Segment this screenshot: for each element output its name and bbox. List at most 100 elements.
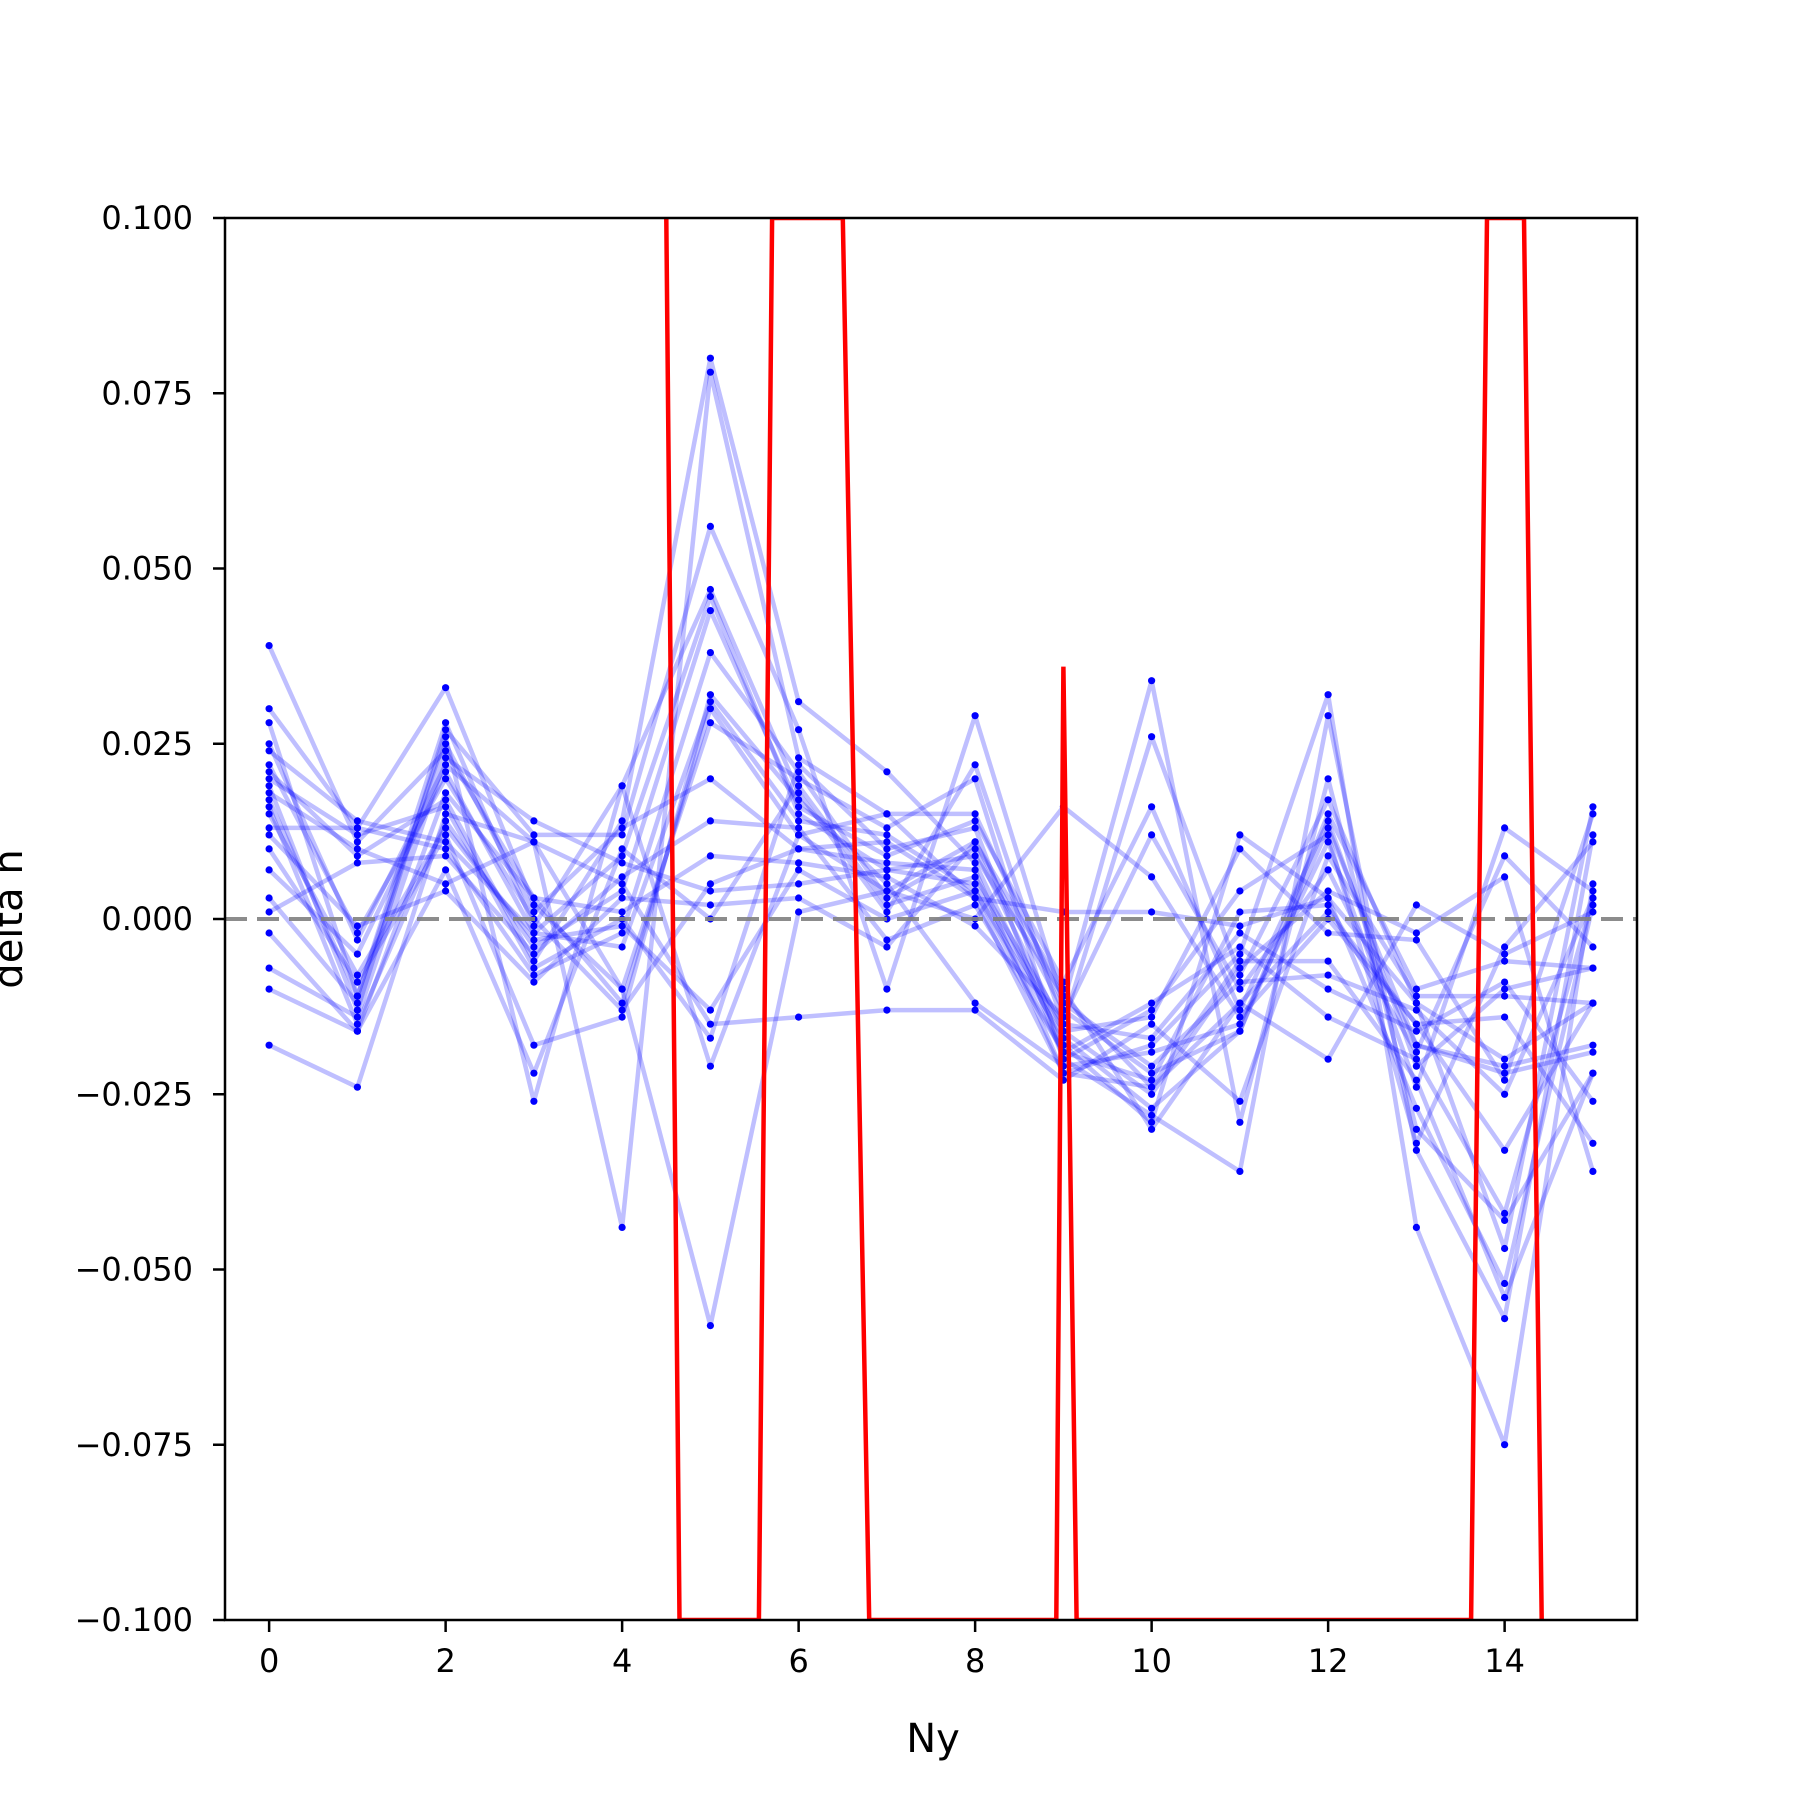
- sample-point: [442, 824, 450, 832]
- sample-point: [1148, 1125, 1156, 1133]
- sample-point: [1324, 985, 1332, 993]
- sample-point: [530, 936, 538, 944]
- sample-point: [971, 901, 979, 909]
- sample-point: [265, 894, 273, 902]
- sample-line-7: [269, 650, 1596, 1083]
- sample-point: [442, 775, 450, 783]
- sample-point: [1148, 677, 1156, 685]
- sample-point: [353, 922, 361, 930]
- sample-line-16: [267, 720, 1595, 1097]
- sample-point: [1501, 985, 1509, 993]
- sample-point: [265, 719, 273, 727]
- sample-point: [530, 894, 538, 902]
- sample-point: [1324, 901, 1332, 909]
- sample-point: [1148, 1111, 1156, 1119]
- sample-point: [1236, 845, 1244, 853]
- sample-point: [618, 985, 626, 993]
- sample-point: [1589, 887, 1597, 895]
- sample-point: [265, 908, 273, 916]
- sample-point: [1148, 1076, 1156, 1084]
- sample-point: [1412, 1020, 1420, 1028]
- sample-point: [706, 522, 715, 531]
- sample-point: [1412, 929, 1420, 937]
- sample-point: [971, 852, 979, 860]
- sample-line-13: [268, 755, 1595, 1300]
- sample-line-22: [267, 594, 1596, 1173]
- sample-points: [265, 354, 1597, 1449]
- sample-line-3: [267, 369, 1596, 1447]
- sample-point: [795, 824, 803, 832]
- sample-point: [265, 775, 273, 783]
- sample-point: [1148, 1062, 1156, 1070]
- y-tick-label: 0.075: [101, 374, 193, 412]
- sample-point: [971, 859, 979, 867]
- sample-point: [795, 810, 803, 818]
- sample-point: [1412, 1041, 1420, 1049]
- sample-point: [1589, 1139, 1597, 1147]
- sample-point: [971, 873, 979, 881]
- sample-point: [1501, 1293, 1509, 1302]
- sample-point: [530, 1069, 538, 1077]
- sample-point: [265, 705, 273, 713]
- sample-line-11: [268, 818, 1596, 1216]
- y-tick-label: −0.075: [75, 1426, 193, 1464]
- sample-point: [1236, 887, 1244, 895]
- sample-point: [971, 810, 979, 818]
- sample-point: [1589, 1097, 1597, 1105]
- sample-point: [1412, 1027, 1420, 1035]
- sample-point: [795, 782, 803, 790]
- sample-point: [706, 719, 715, 727]
- sample-point: [706, 649, 715, 657]
- sample-point: [971, 817, 979, 825]
- sample-point: [1412, 999, 1420, 1007]
- sample-point: [265, 782, 273, 790]
- sample-point: [971, 775, 979, 783]
- sample-line-4: [267, 355, 1596, 1286]
- sample-point: [265, 929, 273, 937]
- sample-point: [971, 761, 979, 769]
- sample-point: [353, 845, 361, 853]
- sample-point: [1148, 1090, 1156, 1098]
- sample-point: [442, 754, 450, 762]
- sample-point: [1501, 943, 1509, 951]
- sample-point: [883, 936, 891, 944]
- sample-point: [1236, 929, 1244, 937]
- sample-point: [795, 726, 803, 734]
- sample-point: [618, 999, 626, 1007]
- sample-point: [618, 908, 626, 916]
- sample-point: [530, 950, 538, 958]
- sample-point: [883, 838, 891, 846]
- sample-point: [353, 971, 361, 979]
- sample-point: [1236, 922, 1244, 930]
- sample-point: [1324, 929, 1332, 937]
- sample-point: [706, 887, 715, 895]
- sample-point: [1236, 950, 1244, 958]
- sample-point: [1236, 1097, 1244, 1105]
- sample-point: [1412, 1104, 1420, 1112]
- sample-point: [1148, 733, 1156, 741]
- sample-line-18: [267, 790, 1594, 1104]
- sample-point: [1324, 810, 1332, 818]
- sample-point: [971, 1006, 979, 1014]
- sample-point: [1412, 1048, 1420, 1056]
- y-axis-label: delta n: [0, 849, 32, 988]
- sample-point: [971, 824, 979, 832]
- y-tick-label: 0.100: [101, 199, 193, 237]
- sample-point: [883, 768, 891, 776]
- sample-point: [1148, 1006, 1156, 1014]
- sample-point: [971, 894, 979, 902]
- sample-point: [706, 880, 715, 888]
- sample-point: [971, 887, 979, 895]
- sample-point: [530, 831, 538, 839]
- sample-point: [1148, 1118, 1156, 1126]
- sample-point: [706, 775, 715, 783]
- sample-point: [265, 761, 273, 769]
- sample-point: [442, 810, 450, 818]
- sample-line-8: [267, 692, 1595, 1090]
- sample-point: [706, 1020, 715, 1028]
- sample-point: [1324, 1055, 1332, 1063]
- sample-point: [1412, 936, 1420, 944]
- sample-line-12: [267, 790, 1594, 1069]
- sample-point: [1236, 908, 1244, 916]
- sample-line-21: [267, 763, 1595, 1062]
